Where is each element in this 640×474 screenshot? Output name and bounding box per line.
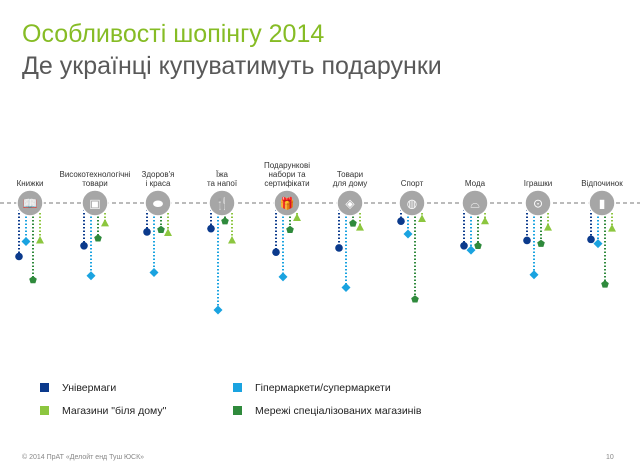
marker-circle <box>15 252 23 261</box>
legend-swatch <box>233 383 242 392</box>
marker-circle <box>335 244 343 252</box>
category-icon-circle <box>461 189 489 217</box>
marker-pentagon <box>157 225 165 233</box>
marker-circle <box>143 228 151 236</box>
legend-swatch <box>40 406 49 415</box>
legend-swatch <box>233 406 242 415</box>
marker-pentagon <box>537 239 545 247</box>
marker-circle <box>397 217 405 225</box>
marker-triangle <box>36 235 44 244</box>
marker-circle <box>207 224 215 233</box>
footer-copyright: © 2014 ПрАТ «Делойт енд Туш ЮСК» <box>22 454 145 461</box>
slide-title: Особливості шопінгу 2014 <box>22 20 325 48</box>
category-label: Високотехнологічні товари <box>59 170 131 188</box>
category-icon-circle <box>16 189 44 217</box>
home-goods-icon: ◈ <box>345 197 355 211</box>
category-icon-circle <box>273 189 301 217</box>
slide-subtitle: Де українці купуватимуть подарунки <box>22 52 442 80</box>
page-number: 10 <box>606 454 614 461</box>
marker-triangle <box>418 214 426 223</box>
marker-pentagon <box>601 280 609 288</box>
category-icon-circle <box>208 189 236 217</box>
marker-pentagon <box>411 295 419 303</box>
pill-icon: ⬬ <box>153 197 164 211</box>
marker-diamond <box>86 271 96 281</box>
marker-circle <box>460 242 468 250</box>
marker-triangle <box>608 224 616 232</box>
cloche-icon: ⌓ <box>470 197 480 211</box>
toy-car-icon: ⊙ <box>533 197 543 211</box>
marker-pentagon <box>349 219 357 227</box>
category-label: Здоров'я і краса <box>141 170 175 188</box>
marker-circle <box>80 242 88 250</box>
legend-label: Гіпермаркети/супермаркети <box>255 382 391 394</box>
category-label: Іграшки <box>523 179 553 188</box>
ball-icon: ◍ <box>407 197 418 211</box>
category-icon-circle <box>144 189 172 217</box>
category-label: Подарункові набори та сертифікати <box>264 161 310 188</box>
legend-label: Універмаги <box>62 382 117 394</box>
marker-pentagon <box>286 225 294 233</box>
sunscreen-icon: ▮ <box>599 197 606 211</box>
marker-triangle <box>228 235 236 244</box>
category-icon-circle <box>524 189 552 217</box>
cutlery-icon: 🍴 <box>215 197 230 211</box>
marker-diamond <box>213 305 223 315</box>
category-label: Спорт <box>400 179 424 188</box>
marker-triangle <box>101 218 109 227</box>
category-icon-circle <box>336 189 364 217</box>
category-icon-circle <box>398 189 426 217</box>
marker-diamond <box>149 268 159 278</box>
marker-pentagon <box>221 217 229 225</box>
chip-icon: ▣ <box>89 197 100 211</box>
category-label: Їжа та напої <box>206 170 238 188</box>
marker-diamond <box>403 229 413 239</box>
marker-diamond <box>529 270 539 280</box>
marker-circle <box>523 236 531 245</box>
marker-diamond <box>593 239 603 249</box>
marker-pentagon <box>29 276 37 284</box>
category-label: Товари для дому <box>332 170 368 188</box>
category-icon-circle <box>81 189 109 217</box>
marker-circle <box>272 248 280 257</box>
marker-pentagon <box>94 234 102 242</box>
book-icon: 📖 <box>23 197 38 211</box>
category-label: Відпочинок <box>581 179 623 188</box>
category-icon-circle <box>588 189 616 217</box>
marker-diamond <box>21 237 31 247</box>
marker-circle <box>587 235 595 244</box>
marker-pentagon <box>474 241 482 249</box>
gift-icon: 🎁 <box>280 197 295 211</box>
marker-triangle <box>356 223 364 231</box>
marker-triangle <box>293 213 301 221</box>
marker-diamond <box>466 245 476 255</box>
marker-triangle <box>164 228 172 236</box>
category-label: Книжки <box>16 179 44 188</box>
marker-diamond <box>341 283 351 293</box>
legend-label: Магазини "біля дому" <box>62 405 167 417</box>
category-label: Мода <box>464 179 486 188</box>
marker-triangle <box>544 223 552 231</box>
legend-swatch <box>40 383 49 392</box>
legend-label: Мережі спеціалізованих магазинів <box>255 405 422 417</box>
marker-diamond <box>278 272 288 282</box>
marker-triangle <box>481 216 489 225</box>
